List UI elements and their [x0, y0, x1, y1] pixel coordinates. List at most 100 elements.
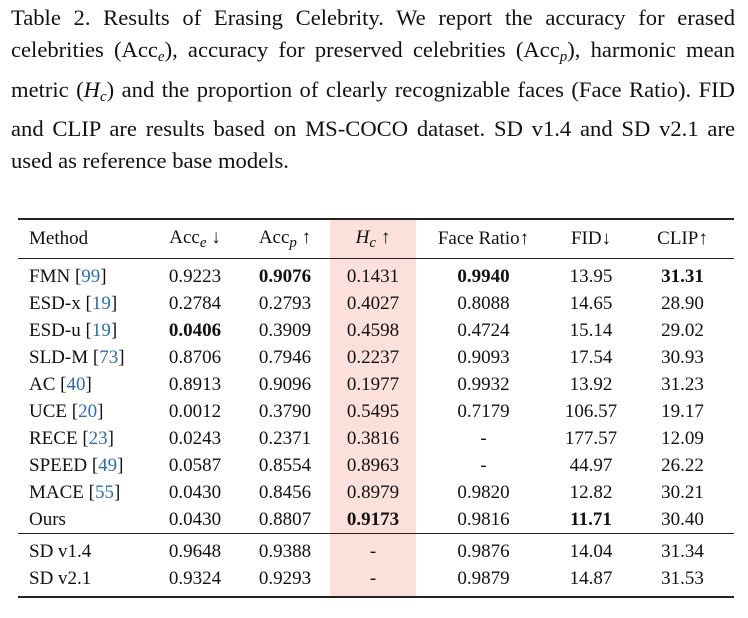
value-cell: 0.9096	[258, 373, 312, 395]
value-cell: 0.9940	[457, 265, 510, 287]
header-text: CLIP↑	[657, 228, 708, 249]
value-cell: 0.8807	[258, 508, 312, 530]
method-cell: ESD-x [19]	[18, 290, 150, 317]
method-cell: SLD-M [73]	[18, 344, 150, 371]
header-cell: Acce ↓	[150, 218, 240, 259]
value-cell: 14.65	[569, 292, 613, 314]
table-row: ESD-u [19] 0.0406 0.3909 0.4598 0.4724 15.14 2…	[18, 317, 734, 344]
value-cell: 0.0430	[168, 508, 222, 530]
value-cell: 0.9648	[150, 533, 240, 565]
value-cell: 44.97	[569, 454, 613, 476]
value-cell: 12.09	[661, 427, 704, 449]
table-row: AC [40] 0.8913 0.9096 0.1977 0.9932 13.92 31.2…	[18, 371, 734, 398]
method-name: RECE	[29, 427, 78, 449]
value-cell: 0.8963	[330, 452, 416, 479]
caption-text: c	[100, 88, 107, 105]
value-cell: 0.9173	[330, 506, 416, 534]
value-cell: 0.0243	[168, 427, 222, 449]
value-cell: 0.3790	[258, 400, 312, 422]
value-cell: 14.87	[551, 565, 631, 598]
value-cell: -	[330, 533, 416, 565]
value-cell: 0.9293	[240, 565, 330, 598]
value-cell: 0.9388	[240, 533, 330, 565]
method-name: SLD-M	[29, 346, 89, 368]
value-cell: 0.9324	[150, 565, 240, 598]
value-cell: 30.93	[661, 346, 704, 368]
table-row: SPEED [49] 0.0587 0.8554 0.8963 - 44.97 26.22	[18, 452, 734, 479]
value-cell: 0.9223	[168, 265, 222, 287]
value-cell: 0.0012	[168, 400, 222, 422]
value-cell: 31.31	[661, 265, 704, 287]
value-cell: 19.17	[661, 400, 704, 422]
method-name: ESD-u	[29, 319, 81, 341]
value-cell: 17.54	[569, 346, 613, 368]
table-row: SLD-M [73] 0.8706 0.7946 0.2237 0.9093 17.54 3…	[18, 344, 734, 371]
header-cell: CLIP↑	[631, 218, 734, 259]
header-cell: FID↓	[551, 218, 631, 259]
table-row: SD v1.4 0.9648 0.9388-0.9876 14.04 31.34	[18, 533, 734, 565]
header-cell: Face Ratio↑	[416, 218, 551, 259]
value-cell: 31.53	[631, 565, 734, 598]
header-text: FID↓	[570, 228, 612, 249]
citation: [55]	[83, 481, 121, 503]
value-cell: 0.8456	[258, 481, 312, 503]
header-arrow: ↑	[296, 226, 312, 248]
header-cell: Method	[18, 218, 150, 259]
value-cell: 31.34	[631, 533, 734, 565]
value-cell: 0.9879	[416, 565, 551, 598]
value-cell: 0.8913	[168, 373, 222, 395]
value-cell: -	[330, 565, 416, 598]
caption: Table 2. Results of Erasing Celebrity. W…	[11, 2, 735, 177]
header-row: Method Acce ↓ Accp ↑ Hc ↑ Face Ratio↑ FID↓ CLI…	[18, 218, 734, 259]
method-cell: ESD-u [19]	[18, 317, 150, 344]
value-cell: 0.0587	[168, 454, 222, 476]
method-name: MACE	[29, 481, 84, 503]
value-cell: 0.8554	[258, 454, 312, 476]
value-cell: 0.9816	[457, 508, 510, 530]
citation: [23]	[77, 427, 114, 449]
value-cell: 0.7179	[457, 400, 510, 422]
value-cell: 0.4724	[457, 319, 510, 341]
header-text: Acc	[258, 226, 290, 248]
caption-text: e	[157, 49, 165, 66]
value-cell: -	[480, 454, 487, 476]
header-cell: Hc ↑	[330, 218, 416, 259]
citation: [19]	[80, 292, 118, 314]
caption-text: ) and the proportion of clearly recogniz…	[11, 76, 735, 174]
value-cell: 30.21	[661, 481, 704, 503]
value-cell: 0.0430	[168, 481, 222, 503]
value-cell: 0.9876	[416, 533, 551, 565]
value-cell: 13.95	[569, 265, 613, 287]
value-cell: 0.3816	[330, 425, 416, 452]
value-cell: 0.8706	[168, 346, 222, 368]
value-cell: 31.23	[661, 373, 704, 395]
method-name: AC	[29, 373, 56, 395]
value-cell: 30.40	[661, 508, 704, 530]
table-row: Ours 0.0430 0.8807 0.9173 0.9816 11.71 30.40	[18, 506, 734, 534]
value-cell: 106.57	[564, 400, 618, 422]
value-cell: 28.90	[661, 292, 704, 314]
table-row: RECE [23] 0.0243 0.2371 0.3816 - 177.57 12.09	[18, 425, 734, 452]
value-cell: 0.4027	[330, 290, 416, 317]
table-row: UCE [20] 0.0012 0.3790 0.5495 0.7179 106.57 19…	[18, 398, 734, 425]
results-table: Method Acce ↓ Accp ↑ Hc ↑ Face Ratio↑ FID↓ CLI…	[18, 218, 734, 598]
value-cell: 29.02	[661, 319, 704, 341]
header-cell: Accp ↑	[240, 218, 330, 259]
header-text: Face Ratio↑	[437, 228, 530, 249]
header-subscript: c	[369, 234, 377, 251]
value-cell: 0.0406	[168, 319, 222, 341]
method-cell: UCE [20]	[18, 398, 150, 425]
value-cell: -	[480, 427, 487, 449]
value-cell: 177.57	[564, 427, 618, 449]
method-name: SD v1.4	[29, 540, 92, 562]
value-cell: 0.2371	[258, 427, 312, 449]
value-cell: 26.22	[661, 454, 704, 476]
value-cell: 13.92	[569, 373, 613, 395]
method-name: UCE	[29, 400, 67, 422]
citation: [20]	[67, 400, 104, 422]
method-name: Ours	[29, 508, 66, 530]
table-row: MACE [55] 0.0430 0.8456 0.8979 0.9820 12.82 30…	[18, 479, 734, 506]
value-cell: 12.82	[569, 481, 613, 503]
header-text: Acc	[169, 226, 200, 248]
